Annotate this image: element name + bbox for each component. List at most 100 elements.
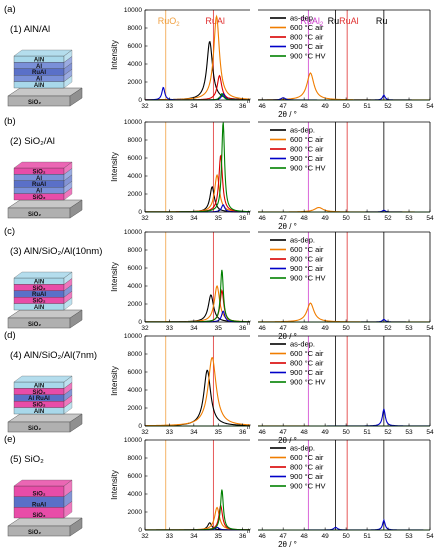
legend-label: 900 °C air <box>290 472 324 481</box>
legend-label: 800 °C air <box>290 33 324 42</box>
y-axis-label: Intensity <box>110 262 119 292</box>
x-tick-label: 53 <box>405 215 413 222</box>
x-tick-label: 47 <box>280 429 288 436</box>
reference-label: RuAl2 <box>300 16 324 28</box>
x-tick-label: 35 <box>215 103 223 110</box>
x-tick-label: 35 <box>215 429 223 436</box>
x-tick-label: 51 <box>363 325 371 332</box>
y-tick-label: 4000 <box>128 173 143 180</box>
reference-label: RuAl <box>339 16 359 26</box>
x-tick-label: 54 <box>426 103 434 110</box>
axis-break-marker: // <box>247 424 251 431</box>
x-tick-label: 36 <box>239 215 247 222</box>
panel-title: (1) AlN/Al <box>10 24 50 35</box>
y-tick-label: 6000 <box>128 473 143 480</box>
x-tick-label: 51 <box>363 429 371 436</box>
y-axis-label: Intensity <box>110 152 119 182</box>
legend-label: as-dep. <box>290 126 315 135</box>
y-tick-label: 6000 <box>128 265 143 272</box>
series-line <box>145 154 251 213</box>
layer-top <box>13 375 73 383</box>
y-tick-label: 10000 <box>124 7 142 14</box>
panel-title: (3) AlN/SiO₂/Al(10nm) <box>10 246 102 257</box>
x-tick-label: 32 <box>141 325 149 332</box>
legend-label: 900 °C HV <box>290 378 326 387</box>
x-tick-label: 36 <box>239 325 247 332</box>
reference-label: RuO2 <box>158 16 181 28</box>
x-tick-label: 53 <box>405 533 413 540</box>
x-tick-label: 50 <box>342 429 350 436</box>
x-tick-label: 48 <box>301 325 309 332</box>
layer-label: SiO₂ <box>32 513 45 519</box>
series-line <box>145 505 250 531</box>
x-tick-label: 32 <box>141 533 149 540</box>
x-tick-label: 50 <box>342 103 350 110</box>
x-tick-label: 47 <box>280 325 288 332</box>
y-tick-label: 6000 <box>128 369 143 376</box>
layer-label: SiO₂ <box>32 299 45 305</box>
series-line <box>145 173 251 213</box>
layer-side <box>63 297 73 311</box>
legend-label: 900 °C HV <box>290 52 326 61</box>
layer-side <box>63 75 73 89</box>
x-tick-label: 50 <box>342 215 350 222</box>
y-tick-label: 10000 <box>124 229 142 236</box>
x-tick-label: 33 <box>166 325 174 332</box>
legend-label: 800 °C air <box>290 359 324 368</box>
x-tick-label: 48 <box>301 429 309 436</box>
layer-label: Al <box>36 189 42 195</box>
legend-label: 800 °C air <box>290 145 324 154</box>
layer-label: AlN <box>34 83 44 89</box>
legend-label: 600 °C air <box>290 135 324 144</box>
layer-label: AlN <box>34 409 44 415</box>
x-tick-label: 33 <box>166 533 174 540</box>
series-line <box>144 40 251 101</box>
y-tick-label: 4000 <box>128 283 143 290</box>
legend-label: 900 °C HV <box>290 274 326 283</box>
x-tick-label: 36 <box>239 429 247 436</box>
x-tick-label: 46 <box>259 533 267 540</box>
x-tick-label: 52 <box>384 325 392 332</box>
layer-label: AlN <box>34 279 44 285</box>
x-tick-label: 36 <box>239 103 247 110</box>
x-tick-label: 49 <box>322 429 330 436</box>
series-line <box>145 294 250 323</box>
layer-label: Al <box>36 64 42 70</box>
legend-label: 900 °C HV <box>290 482 326 491</box>
x-tick-label: 51 <box>363 533 371 540</box>
series-line <box>145 506 250 531</box>
x-axis-label: 2θ / ° <box>278 436 297 445</box>
series-line <box>144 86 250 101</box>
x-tick-label: 54 <box>426 533 434 540</box>
x-axis-label: 2θ / ° <box>278 332 297 341</box>
substrate-side <box>69 517 83 537</box>
x-tick-label: 52 <box>384 215 392 222</box>
layer-side <box>63 401 73 415</box>
x-tick-label: 54 <box>426 215 434 222</box>
x-tick-label: 34 <box>190 533 198 540</box>
layer-label: SiO₂ <box>32 169 45 175</box>
panel-letter: (b) <box>4 116 16 127</box>
y-axis-label: Intensity <box>110 366 119 396</box>
reference-label-sub: 2 <box>176 22 180 28</box>
y-tick-label: 8000 <box>128 247 143 254</box>
substrate-label: SiO₂ <box>28 322 41 328</box>
x-tick-label: 50 <box>342 533 350 540</box>
substrate-top <box>7 199 83 209</box>
y-tick-label: 0 <box>138 423 142 430</box>
x-tick-label: 32 <box>141 215 149 222</box>
x-tick-label: 33 <box>166 429 174 436</box>
x-tick-label: 49 <box>322 325 330 332</box>
x-tick-label: 46 <box>259 215 267 222</box>
layer-top <box>13 161 73 169</box>
layer-side <box>63 187 73 201</box>
substrate-label: SiO₂ <box>28 426 41 432</box>
legend-label: 900 °C air <box>290 154 324 163</box>
legend-label: 900 °C HV <box>290 164 326 173</box>
series-line <box>258 206 430 213</box>
x-tick-label: 47 <box>280 103 288 110</box>
x-tick-label: 52 <box>384 533 392 540</box>
